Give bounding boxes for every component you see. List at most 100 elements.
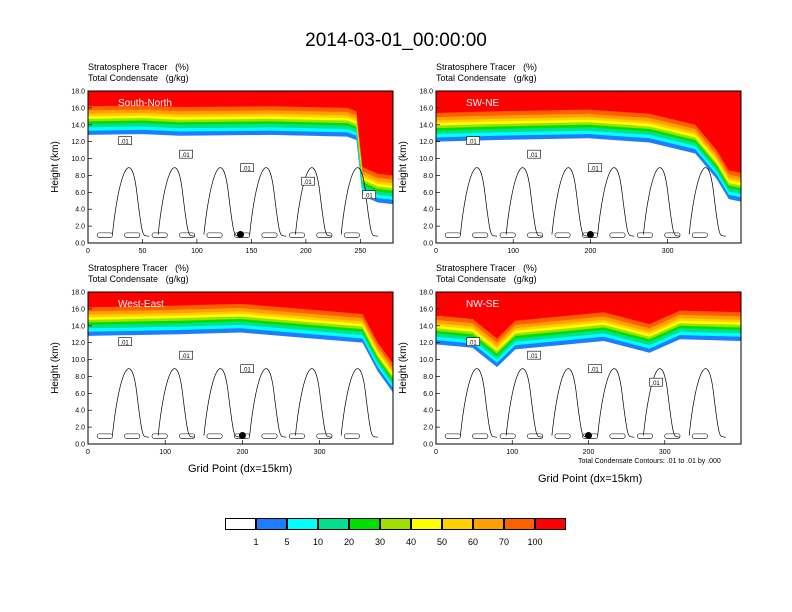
contour-label: .01	[240, 163, 254, 173]
condensate-contour	[157, 368, 195, 438]
svg-text:.01: .01	[529, 153, 538, 159]
condensate-contour	[460, 368, 498, 438]
y-tick-label: 4.0	[423, 207, 433, 214]
tracer-label: Stratosphere Tracer	[88, 263, 168, 273]
y-tick-label: 4.0	[75, 207, 85, 214]
low-cloud-contour	[261, 433, 278, 439]
low-cloud-contour	[554, 433, 571, 439]
y-tick-label: 18.0	[71, 89, 85, 96]
svg-text:.01: .01	[242, 368, 251, 374]
location-marker	[237, 231, 244, 239]
low-cloud-contour	[289, 232, 305, 238]
location-marker	[586, 231, 594, 239]
condensate-contour	[643, 368, 681, 438]
colorbar-label: 20	[343, 537, 354, 547]
condensate-contour	[203, 368, 241, 438]
colorbar-label: 10	[312, 537, 323, 547]
low-cloud-contour	[609, 433, 626, 439]
low-cloud-contour	[343, 433, 360, 439]
x-tick-label: 150	[246, 248, 258, 255]
condensate-units: (g/kg)	[165, 274, 189, 284]
colorbar-label: 40	[405, 537, 416, 547]
svg-text:.01: .01	[529, 354, 538, 360]
colorbar: 1 5 10 20 30 40 50 60 70 100	[225, 518, 566, 547]
condensate-units: (g/kg)	[513, 274, 537, 284]
condensate-contour	[505, 368, 543, 438]
svg-text:.01: .01	[120, 140, 129, 146]
y-tick-label: 6.0	[75, 190, 85, 197]
low-cloud-contour	[289, 433, 305, 439]
y-tick-label: 18.0	[419, 89, 433, 96]
condensate-contour	[597, 167, 635, 237]
plot-frame	[87, 291, 394, 445]
contour-label: .01	[179, 350, 193, 360]
y-tick-label: 12.0	[71, 139, 85, 146]
low-cloud-contour	[664, 232, 681, 238]
y-axis-title: Height (km)	[50, 141, 61, 193]
panel-header: Stratosphere Tracer (%) Total Condensate…	[88, 263, 189, 285]
y-tick-label: 0.0	[423, 442, 433, 449]
svg-text:.01: .01	[468, 140, 477, 146]
condensate-contour	[688, 167, 726, 237]
y-tick-label: 8.0	[423, 374, 433, 381]
x-axis-title-right: Grid Point (dx=15km)	[538, 473, 643, 485]
cross-section-plot: .01 .01 .01 SW-NE 0.0 2.0 4.0 6.0 8.0 10.0 12.0 14.…	[398, 89, 742, 255]
contour-label: .01	[466, 337, 480, 347]
panel-label: SW-NE	[466, 98, 499, 109]
figure-title: 2014-03-01_00:00:00	[305, 30, 487, 51]
panel-label: South-North	[118, 98, 172, 109]
y-tick-label: 4.0	[75, 408, 85, 415]
low-cloud-contour	[444, 433, 461, 439]
x-axis-title-left: Grid Point (dx=15km)	[188, 463, 293, 475]
condensate-contour	[249, 368, 287, 438]
condensate-contour	[203, 167, 241, 237]
y-tick-label: 0.0	[75, 442, 85, 449]
y-tick-label: 8.0	[75, 374, 85, 381]
colorbar-label: 100	[527, 537, 543, 547]
y-tick-label: 14.0	[419, 122, 433, 129]
low-cloud-contour	[664, 433, 681, 439]
contour-label: .01	[179, 149, 193, 159]
low-cloud-contour	[96, 232, 113, 238]
contour-note: Total Condensate Contours: .01 to .01 by…	[578, 458, 721, 465]
y-tick-label: 4.0	[423, 408, 433, 415]
low-cloud-contour	[179, 232, 196, 238]
y-tick-label: 2.0	[423, 224, 433, 231]
contour-label: .01	[118, 337, 132, 347]
svg-text:.01: .01	[242, 167, 251, 173]
svg-text:.01: .01	[590, 167, 599, 173]
contour-label: .01	[362, 190, 376, 200]
contour-label: .01	[588, 364, 602, 374]
y-tick-label: 2.0	[423, 425, 433, 432]
tracer-band	[436, 91, 741, 173]
contour-label: .01	[588, 163, 602, 173]
low-cloud-contour	[151, 433, 168, 439]
cross-section-plot: .01 .01 .01 .01 .01 South-North 0.0 2.0 4.0 6.0 8.…	[50, 89, 394, 255]
low-cloud-contour	[691, 232, 708, 238]
condensate-contour	[460, 167, 498, 237]
low-cloud-contour	[96, 433, 113, 439]
svg-text:.01: .01	[590, 368, 599, 374]
colorbar-swatch	[535, 518, 566, 530]
x-tick-label: 0	[434, 248, 438, 255]
y-tick-label: 2.0	[75, 224, 85, 231]
cross-section-plot: .01 .01 .01 .01 NW-SE 0.0 2.0 4.0 6.0 8.0 10.0 12.0…	[398, 290, 742, 456]
colorbar-swatch	[318, 518, 349, 530]
x-tick-label: 300	[659, 449, 671, 456]
y-tick-label: 12.0	[419, 340, 433, 347]
colorbar-label: 1	[253, 537, 259, 547]
x-tick-label: 200	[583, 449, 595, 456]
contour-label: .01	[527, 149, 541, 159]
condensate-contour	[112, 368, 150, 438]
colorbar-swatch	[411, 518, 442, 530]
y-tick-label: 12.0	[71, 340, 85, 347]
x-tick-label: 0	[86, 449, 90, 456]
low-cloud-contour	[499, 232, 516, 238]
y-axis-title: Height (km)	[50, 342, 61, 394]
condensate-label: Total Condensate	[436, 274, 507, 284]
low-cloud-contour	[206, 433, 223, 439]
panel-label: NW-SE	[466, 299, 499, 310]
contour-label: .01	[527, 350, 541, 360]
panel-nw-se: Stratosphere Tracer (%) Total Condensate…	[398, 263, 742, 463]
x-tick-label: 200	[585, 248, 597, 255]
